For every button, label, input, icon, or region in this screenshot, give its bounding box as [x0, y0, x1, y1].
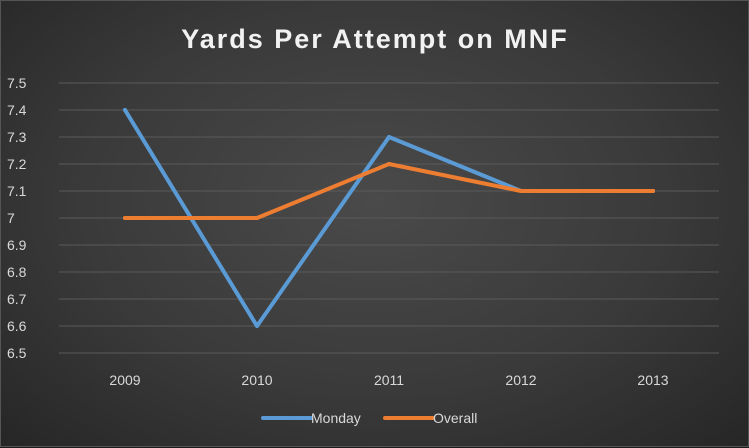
- legend: Monday Overall: [261, 410, 477, 426]
- data-point-monday: [255, 324, 259, 328]
- y-axis-ticks: 7.5 7.4 7.3 7.2 7.1 7 6.9 6.8 6.7 6.6 6.5: [7, 75, 27, 361]
- y-tick-label: 6.9: [7, 237, 27, 253]
- x-tick-label: 2013: [637, 372, 668, 388]
- x-tick-label: 2009: [109, 372, 140, 388]
- series-lines: [123, 108, 655, 328]
- y-tick-label: 6.8: [7, 264, 27, 280]
- data-point-overall: [519, 189, 523, 193]
- x-tick-label: 2012: [505, 372, 536, 388]
- legend-item-monday: Monday: [261, 410, 361, 426]
- data-point-overall: [651, 189, 655, 193]
- y-tick-label: 6.7: [7, 291, 27, 307]
- y-tick-label: 7: [7, 210, 15, 226]
- y-tick-label: 7.1: [7, 183, 27, 199]
- legend-label: Monday: [311, 410, 361, 426]
- data-point-overall: [123, 216, 127, 220]
- y-tick-label: 6.6: [7, 318, 27, 334]
- x-axis-ticks: 2009 2010 2011 2012 2013: [109, 372, 668, 388]
- data-point-monday: [387, 135, 391, 139]
- legend-label: Overall: [433, 410, 477, 426]
- y-tick-label: 7.3: [7, 129, 27, 145]
- data-point-monday: [123, 108, 127, 112]
- data-point-overall: [255, 216, 259, 220]
- y-tick-label: 7.2: [7, 156, 27, 172]
- chart-title: Yards Per Attempt on MNF: [181, 24, 569, 54]
- x-tick-label: 2011: [374, 372, 404, 388]
- y-tick-label: 6.5: [7, 345, 27, 361]
- y-tick-label: 7.4: [7, 102, 27, 118]
- y-tick-label: 7.5: [7, 75, 27, 91]
- legend-item-overall: Overall: [383, 410, 477, 426]
- x-tick-label: 2010: [241, 372, 272, 388]
- data-point-overall: [387, 162, 391, 166]
